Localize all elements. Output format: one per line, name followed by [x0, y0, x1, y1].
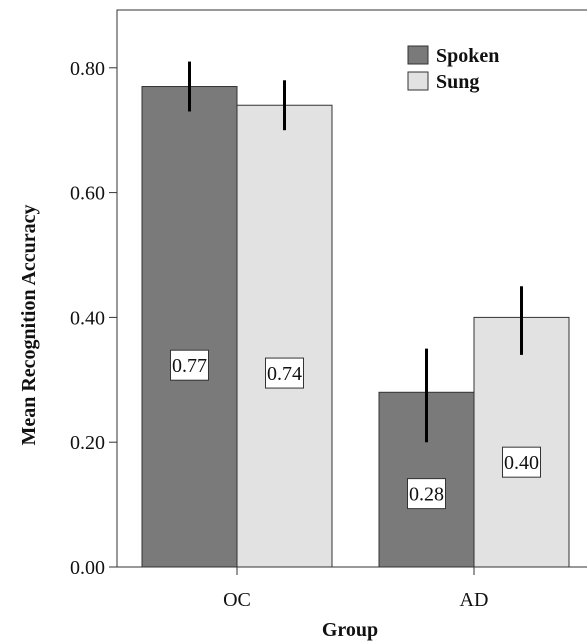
- data-label-spoken-oc: 0.77: [170, 349, 209, 381]
- y-tick-label: 0.00: [70, 557, 105, 579]
- legend: Spoken Sung: [407, 45, 499, 93]
- plot-frame: [116, 9, 587, 568]
- data-label-text: 0.77: [172, 355, 207, 377]
- y-axis-title: Mean Recognition Accuracy: [18, 204, 40, 445]
- data-label-box: [407, 478, 446, 510]
- x-tick-label-ad: AD: [460, 589, 489, 611]
- data-label-sung-oc: 0.74: [265, 357, 304, 389]
- x-axis: OC AD: [223, 567, 488, 611]
- legend-swatch-sung: [407, 71, 429, 91]
- bar-sung-ad: [473, 316, 570, 568]
- data-label-sung-ad: 0.40: [502, 446, 541, 478]
- data-label-box: [265, 357, 304, 389]
- data-label-text: 0.74: [267, 363, 302, 385]
- y-axis: 0.00 0.20 0.40 0.60 0.80: [70, 58, 117, 579]
- data-label-text: 0.40: [504, 452, 539, 474]
- legend-swatch-spoken: [407, 45, 429, 65]
- y-tick-label: 0.20: [70, 432, 105, 454]
- data-label-text: 0.28: [409, 484, 444, 506]
- data-label-box: [170, 349, 209, 381]
- y-tick-label: 0.60: [70, 183, 105, 205]
- data-labels-layer: 0.77 0.28 0.74 0.40: [170, 349, 541, 510]
- bars-layer: [141, 61, 570, 568]
- y-tick-label: 0.40: [70, 307, 105, 329]
- legend-label-spoken: Spoken: [436, 45, 499, 67]
- data-label-box: [502, 446, 541, 478]
- data-label-spoken-ad: 0.28: [407, 478, 446, 510]
- bar-sung-oc: [236, 104, 333, 568]
- x-tick-label-oc: OC: [223, 589, 251, 611]
- y-tick-label: 0.80: [70, 58, 105, 80]
- x-axis-title: Group: [322, 619, 378, 641]
- bar-spoken-oc: [141, 86, 238, 568]
- legend-label-sung: Sung: [436, 71, 479, 93]
